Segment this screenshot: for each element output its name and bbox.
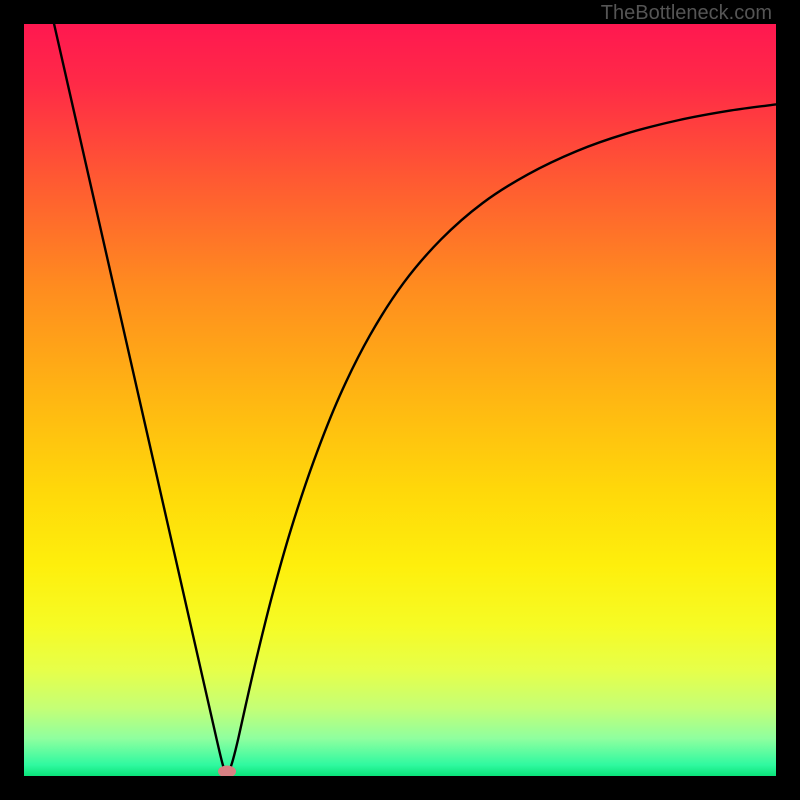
- minimum-marker: [218, 765, 236, 776]
- curve-layer: [24, 24, 776, 776]
- chart-container: TheBottleneck.com: [0, 0, 800, 800]
- watermark-text: TheBottleneck.com: [601, 2, 772, 25]
- bottleneck-curve: [54, 24, 776, 774]
- plot-area: [24, 24, 776, 776]
